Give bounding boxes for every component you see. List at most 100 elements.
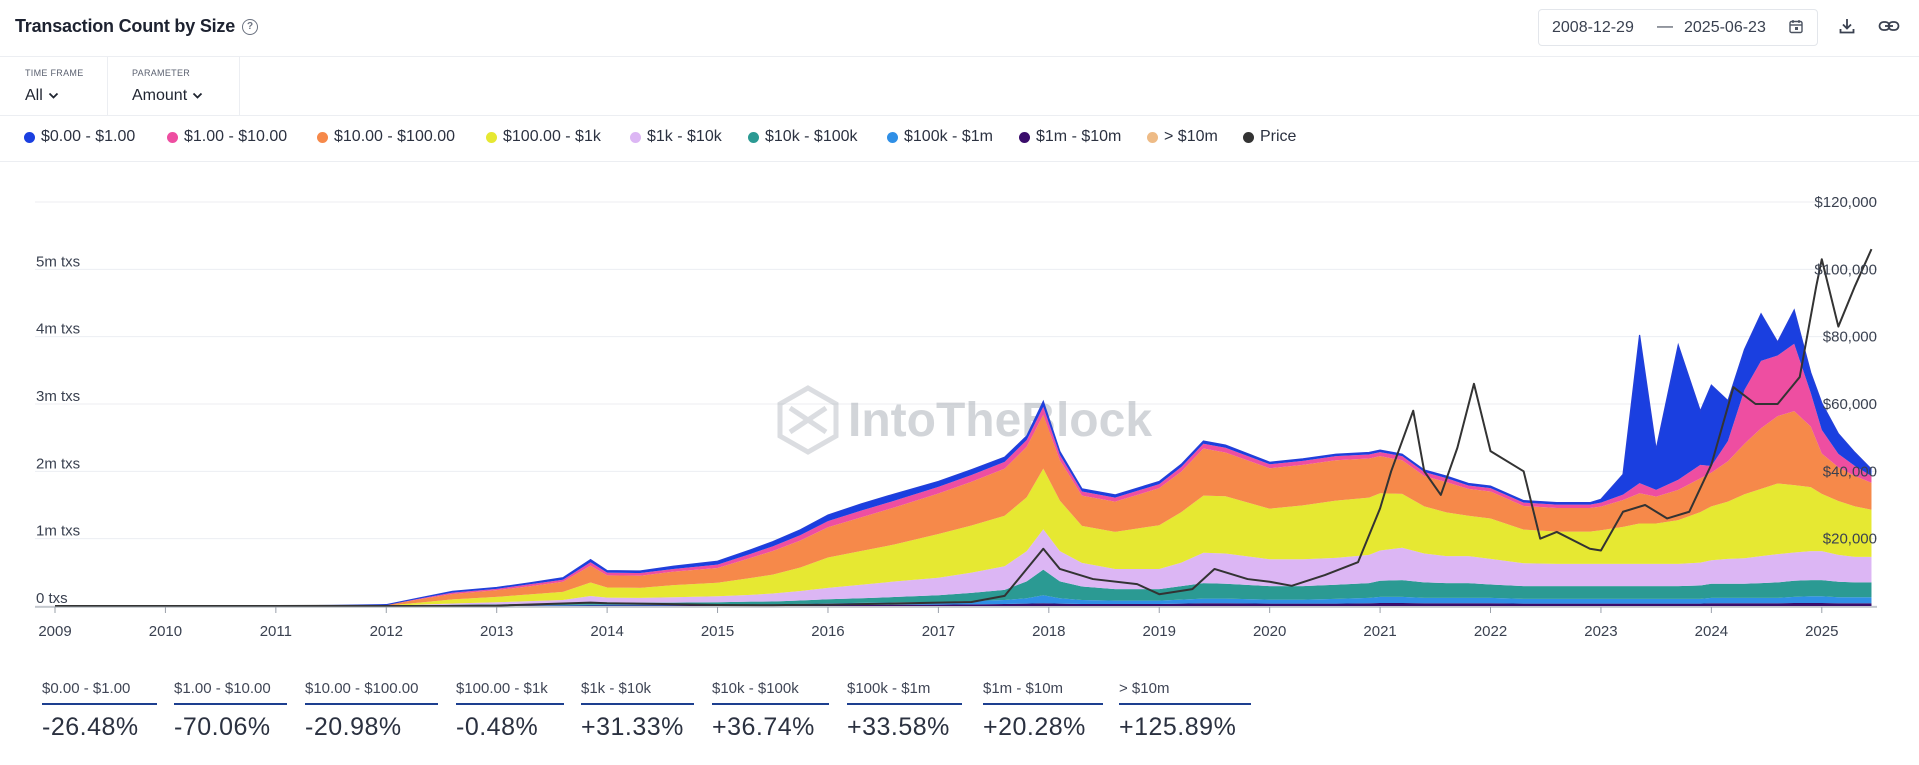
stacked-area-chart[interactable]: IntoTheBlock 2009 2010 2011 2012 2013 2014 201… (0, 162, 1919, 672)
price-line[interactable] (55, 248, 1873, 607)
stat-value: +36.74% (712, 713, 815, 741)
x-tick-label: 2013 (480, 623, 513, 640)
y-left-tick-label: 5m txs (36, 253, 80, 270)
stat-value: +125.89% (1119, 713, 1237, 741)
stat-label: $1m - $10m (983, 680, 1103, 705)
area-series (55, 308, 1872, 607)
y-right-tick-label: $100,000 (1814, 261, 1877, 278)
x-tick-label: 2015 (701, 623, 734, 640)
x-tick-label: 2018 (1032, 623, 1065, 640)
legend-label: Price (1260, 128, 1297, 145)
parameter-label: PARAMETER (132, 68, 191, 78)
legend-swatch (1019, 131, 1030, 143)
stat-value: -70.06% (174, 713, 271, 741)
time-frame-value: All (25, 87, 43, 104)
legend-item[interactable]: $100.00 - $1k (486, 128, 601, 146)
legend-item[interactable]: Price (1243, 128, 1296, 146)
legend-label: $1m - $10m (1036, 128, 1122, 145)
legend-item[interactable]: $0.00 - $1.00 (24, 128, 135, 146)
stat-label: > $10m (1119, 680, 1251, 705)
legend-swatch (748, 131, 759, 143)
date-range-picker[interactable]: 2008-12-29 — 2025-06-23 (1538, 9, 1818, 46)
legend-label: $1k - $10k (647, 128, 722, 145)
stat-label: $1k - $10k (581, 680, 694, 705)
calendar-icon[interactable] (1789, 19, 1803, 39)
legend-item[interactable]: $10.00 - $100.00 (317, 128, 455, 146)
x-tick-label: 2023 (1584, 623, 1617, 640)
legend-swatch (24, 131, 35, 143)
watermark: IntoTheBlock (777, 385, 1152, 455)
y-left-tick-label: 4m txs (36, 321, 80, 338)
legend-label: > $10m (1164, 128, 1218, 145)
area-1k-10k[interactable] (55, 529, 1872, 606)
stat-item: $100.00 - $1k -0.48% (456, 680, 564, 742)
area-100k-1m[interactable] (55, 595, 1872, 606)
legend-item[interactable]: $1k - $10k (630, 128, 722, 146)
title-wrap: Transaction Count by Size ? (15, 16, 259, 37)
stat-item: $1.00 - $10.00 -70.06% (174, 680, 287, 742)
area-100-00-1k[interactable] (55, 468, 1872, 606)
chart-legend: $0.00 - $1.00 $1.00 - $10.00 $10.00 - $1… (0, 116, 1919, 162)
x-tick-label: 2021 (1363, 623, 1396, 640)
stat-item: $100k - $1m +33.58% (847, 680, 962, 742)
y-right-tick-label: $20,000 (1823, 531, 1877, 548)
axes: 2009 2010 2011 2012 2013 2014 2015 2016 2017 2018… (35, 194, 1877, 640)
stat-value: -26.48% (42, 713, 139, 741)
legend-swatch (1147, 131, 1158, 143)
area-10k-100k[interactable] (55, 569, 1872, 606)
x-tick-label: 2019 (1143, 623, 1176, 640)
y-left-tick-label: 2m txs (36, 455, 80, 472)
date-end[interactable]: 2025-06-23 (1684, 19, 1766, 36)
change-stats: $0.00 - $1.00 -26.48% $1.00 - $10.00 -70.0… (0, 680, 1919, 765)
link-icon[interactable] (1878, 17, 1900, 40)
x-tick-label: 2012 (370, 623, 403, 640)
stat-label: $1.00 - $10.00 (174, 680, 287, 705)
time-frame-control[interactable]: TIME FRAME All (0, 57, 108, 115)
date-start[interactable]: 2008-12-29 (1552, 19, 1634, 36)
stat-label: $10.00 - $100.00 (305, 680, 438, 705)
legend-swatch (317, 131, 328, 143)
watermark-text: IntoTheBlock (848, 394, 1152, 447)
stat-value: -0.48% (456, 713, 539, 741)
x-tick-label: 2014 (590, 623, 623, 640)
download-icon[interactable] (1838, 17, 1856, 40)
parameter-select[interactable]: Amount (132, 87, 203, 105)
stat-label: $10k - $100k (712, 680, 829, 705)
stat-label: $100.00 - $1k (456, 680, 564, 705)
legend-label: $100.00 - $1k (503, 128, 601, 145)
parameter-control[interactable]: PARAMETER Amount (107, 57, 240, 115)
stat-item: $0.00 - $1.00 -26.48% (42, 680, 157, 742)
chevron-down-icon (48, 92, 58, 99)
y-right-tick-label: $120,000 (1814, 194, 1877, 211)
legend-label: $0.00 - $1.00 (41, 128, 136, 145)
legend-item[interactable]: $100k - $1m (887, 128, 993, 146)
legend-swatch (486, 131, 497, 143)
stat-item: $1m - $10m +20.28% (983, 680, 1103, 742)
stat-label: $0.00 - $1.00 (42, 680, 157, 705)
x-tick-label: 2022 (1474, 623, 1507, 640)
y-left-tick-label: 1m txs (36, 523, 80, 540)
x-tick-label: 2016 (811, 623, 844, 640)
stat-item: $1k - $10k +31.33% (581, 680, 694, 742)
chevron-down-icon (193, 92, 203, 99)
legend-item[interactable]: $10k - $100k (748, 128, 858, 146)
time-frame-select[interactable]: All (25, 87, 59, 105)
y-right-tick-label: $40,000 (1823, 463, 1877, 480)
x-tick-label: 2009 (38, 623, 71, 640)
area-10-00-100-00[interactable] (55, 411, 1872, 606)
x-tick-label: 2020 (1253, 623, 1286, 640)
legend-item[interactable]: $1.00 - $10.00 (167, 128, 287, 146)
legend-item[interactable]: $1m - $10m (1019, 128, 1121, 146)
stat-item: > $10m +125.89% (1119, 680, 1251, 742)
help-icon[interactable]: ? (242, 18, 259, 35)
area-1m-10m[interactable] (55, 602, 1872, 606)
y-right-tick-label: $80,000 (1823, 329, 1877, 346)
filter-controls: TIME FRAME All PARAMETER Amount (0, 57, 1919, 116)
stat-item: $10.00 - $100.00 -20.98% (305, 680, 438, 742)
stack-top-outline (55, 308, 1872, 607)
legend-swatch (630, 131, 641, 143)
stat-value: +31.33% (581, 713, 684, 741)
stat-item: $10k - $100k +36.74% (712, 680, 829, 742)
x-tick-label: 2024 (1695, 623, 1728, 640)
legend-item[interactable]: > $10m (1147, 128, 1218, 146)
